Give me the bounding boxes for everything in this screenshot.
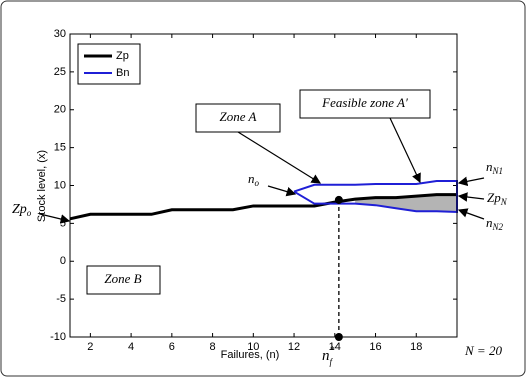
label-base: Zp bbox=[487, 190, 501, 205]
y-tick-label: 5 bbox=[60, 217, 66, 229]
y-tick-label: 20 bbox=[54, 104, 66, 116]
legend-label: Bn bbox=[116, 67, 129, 79]
y-tick-label: 30 bbox=[54, 28, 66, 40]
arrow bbox=[267, 185, 297, 197]
arrow bbox=[39, 213, 71, 224]
label-sub: f bbox=[330, 357, 334, 367]
arrow bbox=[457, 208, 485, 220]
x-tick-label: 2 bbox=[87, 341, 93, 353]
label-base: n bbox=[486, 159, 493, 174]
label-base: Zp bbox=[12, 202, 27, 217]
label-sub: N1 bbox=[492, 166, 504, 176]
arrow bbox=[389, 117, 421, 184]
x-tick-label: 18 bbox=[410, 341, 422, 353]
arrow bbox=[457, 176, 485, 187]
x-tick-label: 12 bbox=[288, 341, 300, 353]
annotation: Zone B bbox=[104, 271, 141, 286]
label-sub: N2 bbox=[492, 222, 504, 232]
x-tick-label: 14 bbox=[329, 341, 341, 353]
annotation: N = 20 bbox=[464, 343, 502, 358]
zone-box bbox=[195, 103, 281, 133]
y-label: Stock level, (x) bbox=[36, 150, 48, 222]
x-label: Failures, (n) bbox=[221, 349, 280, 361]
annotation: nN1 bbox=[486, 159, 503, 176]
y-tick-label: 25 bbox=[54, 66, 66, 78]
y-tick-label: -5 bbox=[56, 293, 66, 305]
label-base: n bbox=[486, 215, 493, 230]
zone-box bbox=[86, 265, 161, 295]
y-tick-label: 0 bbox=[60, 255, 66, 267]
annotation: nN2 bbox=[486, 215, 504, 232]
label-base: n bbox=[322, 348, 330, 364]
y-tick-label: -10 bbox=[50, 331, 66, 343]
zone-box bbox=[299, 89, 431, 119]
annotation: Zone A bbox=[220, 109, 257, 124]
series-line bbox=[69, 193, 457, 221]
arrow bbox=[457, 192, 485, 202]
label-sub: N bbox=[500, 197, 508, 207]
annotation: ZpN bbox=[487, 190, 508, 207]
annotation: Zpo bbox=[12, 202, 32, 218]
arrow bbox=[237, 131, 322, 184]
annotation: no bbox=[248, 171, 260, 188]
y-tick-label: 10 bbox=[54, 179, 66, 191]
legend-label: Zp bbox=[116, 50, 129, 62]
label-sub: o bbox=[255, 178, 260, 188]
axes-box bbox=[69, 33, 458, 338]
x-tick-label: 16 bbox=[369, 341, 381, 353]
label-base: n bbox=[248, 171, 255, 186]
annotation: Feasible zone A′ bbox=[321, 95, 408, 110]
label-sub: o bbox=[27, 208, 32, 218]
y-tick-label: 15 bbox=[54, 142, 66, 154]
label-sup: * bbox=[330, 345, 335, 356]
x-tick-label: 6 bbox=[169, 341, 175, 353]
x-tick-label: 8 bbox=[210, 341, 216, 353]
legend bbox=[77, 43, 141, 85]
x-tick-label: 10 bbox=[247, 341, 259, 353]
annotation: n* f bbox=[322, 345, 335, 367]
vline-dot bbox=[334, 195, 343, 204]
x-tick-label: 4 bbox=[128, 341, 134, 353]
